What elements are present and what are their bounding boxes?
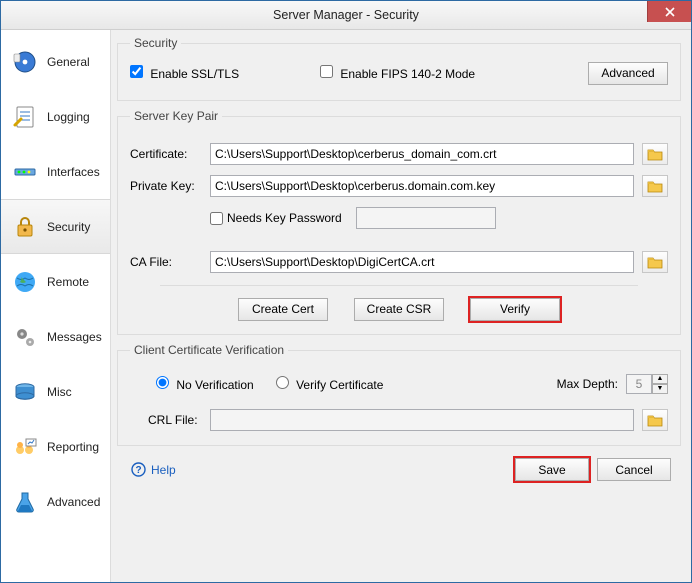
create-csr-button[interactable]: Create CSR (354, 298, 444, 321)
sidebar-item-misc[interactable]: Misc (1, 364, 110, 419)
privatekey-label: Private Key: (130, 179, 202, 193)
sidebar-item-label: Messages (47, 330, 102, 344)
folder-icon (647, 147, 663, 161)
security-legend: Security (130, 36, 181, 50)
enable-ssl-checkbox[interactable]: Enable SSL/TLS (130, 65, 320, 81)
max-depth-input[interactable] (626, 374, 652, 394)
crlfile-browse-button[interactable] (642, 409, 668, 431)
globe-icon (11, 268, 39, 296)
cancel-button[interactable]: Cancel (597, 458, 671, 481)
footer: ? Help Save Cancel (117, 454, 681, 485)
verify-certificate-input[interactable] (276, 376, 289, 389)
sidebar-item-remote[interactable]: Remote (1, 254, 110, 309)
max-depth-down[interactable]: ▼ (652, 384, 668, 394)
sidebar-item-label: Remote (47, 275, 89, 289)
cafile-input[interactable] (210, 251, 634, 273)
sidebar-item-label: Security (47, 220, 90, 234)
gears-icon (11, 323, 39, 351)
certificate-label: Certificate: (130, 147, 202, 161)
window-body: General Logging Interfaces Security Remote Me… (1, 30, 691, 582)
log-icon (11, 103, 39, 131)
no-verification-radio[interactable]: No Verification (156, 376, 254, 392)
verify-certificate-label: Verify Certificate (296, 378, 383, 392)
privatekey-browse-button[interactable] (642, 175, 668, 197)
content: Security Enable SSL/TLS Enable FIPS 140-… (111, 30, 691, 582)
sidebar-item-logging[interactable]: Logging (1, 89, 110, 144)
clientcert-group: Client Certificate Verification No Verif… (117, 343, 681, 446)
sidebar-item-security[interactable]: Security (1, 199, 110, 254)
folder-icon (647, 413, 663, 427)
folder-icon (647, 179, 663, 193)
max-depth-up[interactable]: ▲ (652, 374, 668, 384)
keypair-group: Server Key Pair Certificate: Private Key… (117, 109, 681, 335)
verify-button[interactable]: Verify (470, 298, 560, 321)
cafile-browse-button[interactable] (642, 251, 668, 273)
certificate-input[interactable] (210, 143, 634, 165)
create-cert-button[interactable]: Create Cert (238, 298, 328, 321)
sidebar-item-label: Advanced (47, 495, 100, 509)
max-depth-spinner[interactable]: ▲ ▼ (626, 374, 668, 394)
divider (160, 285, 638, 286)
interfaces-icon (11, 158, 39, 186)
help-label: Help (151, 463, 176, 477)
crlfile-input[interactable] (210, 409, 634, 431)
sidebar-item-label: Reporting (47, 440, 99, 454)
enable-ssl-input[interactable] (130, 65, 143, 78)
clientcert-legend: Client Certificate Verification (130, 343, 288, 357)
close-icon (665, 7, 675, 17)
sidebar-item-label: Interfaces (47, 165, 100, 179)
sidebar-item-label: Logging (47, 110, 90, 124)
no-verification-label: No Verification (176, 378, 253, 392)
enable-ssl-label: Enable SSL/TLS (150, 67, 239, 81)
drum-icon (11, 378, 39, 406)
sidebar-item-advanced[interactable]: Advanced (1, 474, 110, 529)
sidebar-item-general[interactable]: General (1, 34, 110, 89)
svg-text:?: ? (135, 465, 141, 476)
window-title: Server Manager - Security (273, 8, 419, 22)
enable-fips-checkbox[interactable]: Enable FIPS 140-2 Mode (320, 65, 510, 81)
window: Server Manager - Security General Logging… (0, 0, 692, 583)
keypair-legend: Server Key Pair (130, 109, 222, 123)
save-button[interactable]: Save (515, 458, 589, 481)
privatekey-input[interactable] (210, 175, 634, 197)
enable-fips-input[interactable] (320, 65, 333, 78)
enable-fips-label: Enable FIPS 140-2 Mode (340, 67, 475, 81)
sidebar-item-label: General (47, 55, 90, 69)
advanced-button[interactable]: Advanced (588, 62, 668, 85)
needs-password-label: Needs Key Password (227, 211, 342, 225)
folder-icon (647, 255, 663, 269)
sidebar-item-label: Misc (47, 385, 72, 399)
flask-icon (11, 488, 39, 516)
certificate-browse-button[interactable] (642, 143, 668, 165)
cafile-label: CA File: (130, 255, 202, 269)
help-link[interactable]: ? Help (131, 462, 176, 477)
verify-certificate-radio[interactable]: Verify Certificate (276, 376, 384, 392)
help-icon: ? (131, 462, 146, 477)
max-depth-label: Max Depth: (557, 377, 618, 391)
security-group: Security Enable SSL/TLS Enable FIPS 140-… (117, 36, 681, 101)
lock-icon (11, 213, 39, 241)
sidebar: General Logging Interfaces Security Remote Me… (1, 30, 111, 582)
crlfile-label: CRL File: (130, 413, 202, 427)
titlebar: Server Manager - Security (1, 1, 691, 30)
needs-password-input[interactable] (210, 212, 223, 225)
sidebar-item-reporting[interactable]: Reporting (1, 419, 110, 474)
no-verification-input[interactable] (156, 376, 169, 389)
sidebar-item-messages[interactable]: Messages (1, 309, 110, 364)
key-password-input[interactable] (356, 207, 496, 229)
disc-icon (11, 48, 39, 76)
close-button[interactable] (647, 1, 691, 22)
needs-password-checkbox[interactable]: Needs Key Password (210, 211, 342, 225)
sidebar-item-interfaces[interactable]: Interfaces (1, 144, 110, 199)
reporting-icon (11, 433, 39, 461)
